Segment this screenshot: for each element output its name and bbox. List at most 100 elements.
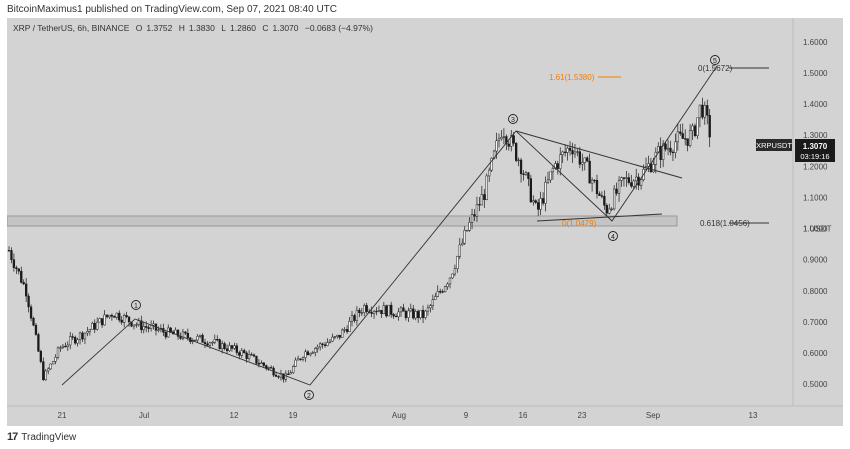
y-tick-label: 1.0000 [803, 225, 828, 234]
candle-body [610, 208, 613, 210]
candle-body [71, 336, 74, 338]
candle-body [331, 336, 334, 342]
candles-group [7, 97, 711, 383]
y-tick-label: 0.7000 [803, 318, 828, 327]
candle-body [407, 310, 410, 318]
candle-body [517, 159, 520, 162]
candle-body [466, 230, 469, 232]
candle-body [34, 324, 38, 335]
candle-body [620, 177, 623, 181]
candle-body [505, 136, 508, 145]
candle-body [338, 334, 341, 338]
candle-body [605, 205, 608, 214]
candle-body [507, 143, 510, 147]
footer: 17 TradingView [7, 431, 76, 443]
candle-body [142, 326, 145, 331]
candle-body [218, 339, 221, 350]
candle-body [370, 311, 373, 314]
fib-161-label: 1.61(1.5380) [549, 73, 595, 82]
candle-body [125, 315, 128, 318]
candle-body [539, 198, 542, 210]
candle-body [91, 322, 94, 330]
candle-body [671, 151, 675, 154]
candle-body [250, 354, 253, 356]
candle-body [12, 259, 16, 268]
candle-body [287, 373, 290, 375]
candle-body [326, 342, 329, 346]
candle-body [443, 286, 447, 292]
ticker-tag-label: XRPUSDT [756, 141, 792, 150]
candle-body [519, 159, 523, 175]
candle-body [336, 334, 339, 337]
candle-body [625, 177, 628, 179]
candle-body [500, 137, 503, 140]
candle-body [495, 140, 498, 152]
candle-body [387, 304, 390, 317]
candle-body [196, 336, 199, 341]
candle-body [590, 179, 594, 184]
y-tick-label: 0.5000 [803, 380, 828, 389]
candle-body [135, 324, 138, 326]
candle-body [7, 250, 11, 252]
candle-body [622, 177, 626, 179]
candle-body [424, 310, 427, 318]
candle-body [546, 179, 550, 183]
candle-body [260, 362, 263, 365]
symbol-name[interactable]: XRP / TetherUS, 6h, BINANCE [13, 23, 130, 33]
candle-body [436, 291, 439, 297]
candle-body [360, 312, 363, 314]
candle-body [686, 138, 689, 146]
candle-body [394, 315, 398, 318]
x-tick-label: 19 [289, 411, 298, 420]
candle-body [561, 151, 564, 155]
candle-body [353, 315, 356, 321]
candle-body [421, 309, 425, 318]
candle-body [140, 320, 143, 331]
candle-body [15, 267, 18, 270]
candle-body [502, 136, 506, 138]
candle-body [439, 291, 442, 293]
chart-frame: XRP / TetherUS, 6h, BINANCE O 1.3752 H 1.3… [7, 18, 843, 426]
candle-body [255, 355, 258, 364]
candle-body [524, 172, 528, 175]
open-value: 1.3752 [146, 23, 173, 33]
candle-body [39, 351, 43, 362]
candle-body [323, 344, 327, 346]
wave-4-marker: 4 [608, 231, 618, 241]
footer-brand[interactable]: TradingView [21, 431, 77, 443]
candle-body [532, 200, 535, 203]
svg-text:3: 3 [511, 117, 515, 124]
candle-body [434, 296, 437, 300]
candle-body [385, 305, 388, 317]
candle-body [409, 308, 412, 312]
candle-body [105, 314, 109, 318]
candle-body [304, 351, 307, 358]
candle-body [448, 277, 452, 285]
candle-body [627, 177, 631, 183]
candle-body [243, 350, 246, 354]
wave-1-marker: 1 [131, 300, 141, 310]
candle-body [603, 195, 606, 206]
candle-body [25, 283, 28, 297]
candle-body [377, 310, 381, 312]
candle-body [98, 318, 101, 323]
candle-body [571, 150, 574, 155]
candle-body [110, 314, 114, 317]
svg-text:5: 5 [713, 58, 717, 65]
candle-body [549, 171, 552, 181]
candle-body [510, 135, 513, 147]
candle-body [512, 135, 515, 144]
candle-body [515, 142, 518, 161]
candle-body [399, 307, 403, 313]
candle-body [654, 151, 657, 165]
candle-body [17, 268, 20, 272]
candle-body [382, 305, 386, 315]
candle-body [216, 339, 219, 341]
candle-body [414, 311, 417, 319]
price-chart[interactable]: 1.61(1.5380) 0(1.0479) 0(1.5672) 0.618(1… [7, 18, 843, 426]
candle-body [213, 339, 216, 343]
svg-text:2: 2 [307, 393, 311, 400]
candle-body [380, 310, 383, 315]
candle-body [681, 133, 684, 139]
candle-body [488, 169, 491, 177]
